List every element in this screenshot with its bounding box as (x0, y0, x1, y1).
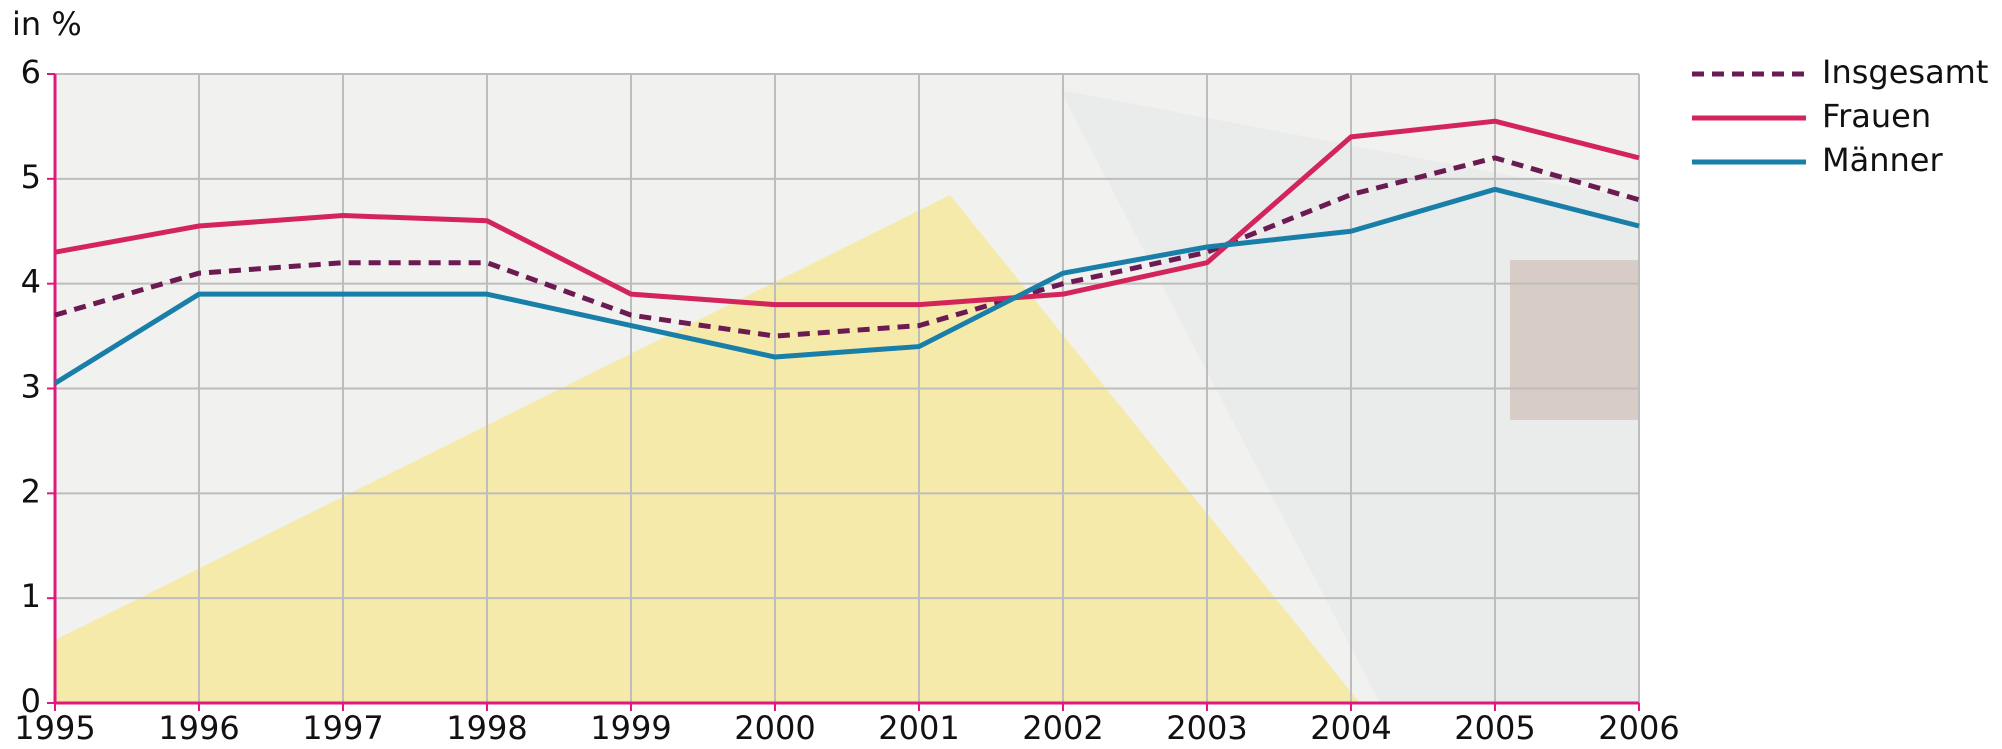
legend-label: Männer (1822, 141, 1943, 179)
x-tick-label: 2002 (1022, 709, 1103, 747)
x-tick-label: 1998 (446, 709, 527, 747)
y-tick-label: 2 (21, 472, 41, 510)
x-tick-label: 2005 (1454, 709, 1535, 747)
x-tick-label: 2001 (878, 709, 959, 747)
y-axis-label: in % (12, 5, 82, 43)
x-tick-label: 2003 (1166, 709, 1247, 747)
x-tick-label: 1995 (14, 709, 95, 747)
y-tick-label: 4 (21, 263, 41, 301)
x-tick-label: 1999 (590, 709, 671, 747)
x-tick-label: 1997 (302, 709, 383, 747)
x-tick-label: 2000 (734, 709, 815, 747)
y-tick-label: 3 (21, 368, 41, 406)
line-series (54, 155, 1640, 339)
y-tick-label: 0 (21, 682, 41, 720)
legend-label: Frauen (1822, 97, 1931, 135)
legend-label: Insgesamt (1822, 53, 1988, 91)
x-tick-label: 2006 (1598, 709, 1679, 747)
line-series (54, 118, 1640, 308)
y-tick-label: 5 (21, 158, 41, 196)
y-tick-label: 6 (21, 53, 41, 91)
x-tick-label: 2004 (1310, 709, 1391, 747)
x-tick-label: 1996 (158, 709, 239, 747)
y-tick-label: 1 (21, 577, 41, 615)
line-series (53, 186, 1640, 386)
